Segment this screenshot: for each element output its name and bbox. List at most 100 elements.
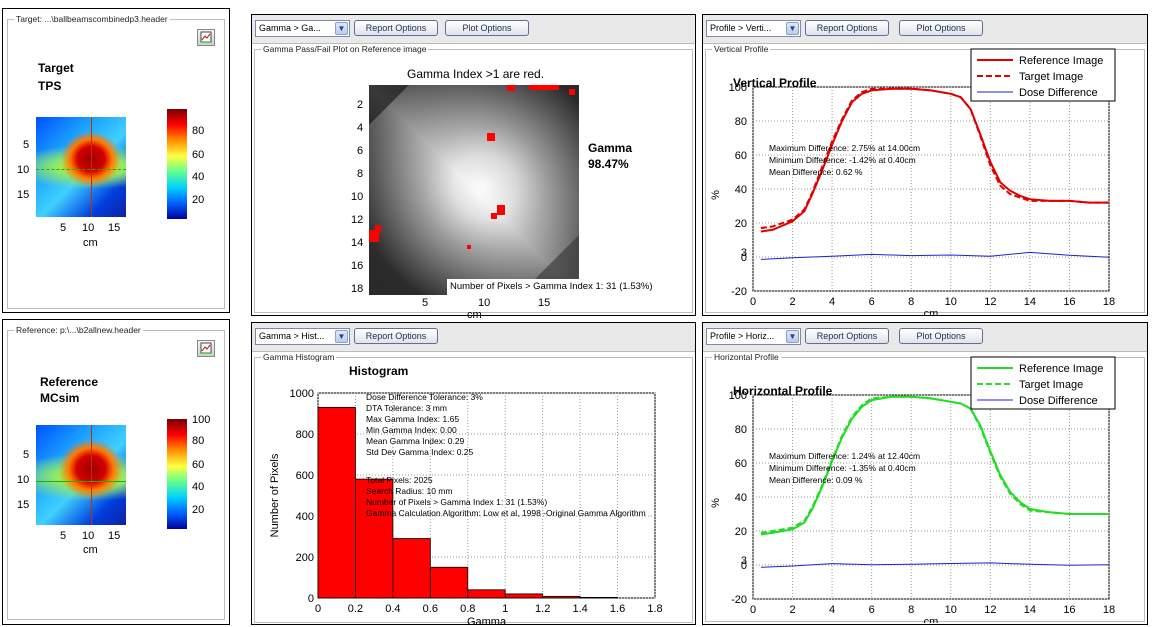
- x-tick-label: 12: [984, 296, 996, 308]
- x-tick-label: 1: [502, 603, 508, 615]
- profile-stat: Minimum Difference: -1.42% at 0.40cm: [769, 155, 916, 165]
- plot-options-button[interactable]: Plot Options: [899, 328, 983, 344]
- x-unit: cm: [83, 544, 98, 556]
- x-tick-label: 6: [869, 604, 875, 616]
- histogram-info-line: Search Radius: 10 mm: [366, 486, 452, 496]
- chart-title: Horizontal Profile: [733, 384, 833, 398]
- y-tick-label: 100: [729, 390, 747, 402]
- colorbar-tick: 40: [192, 171, 205, 183]
- gamma-label: Gamma: [588, 141, 633, 155]
- y-axis-label: %: [710, 498, 722, 508]
- series-line: [760, 395, 1109, 534]
- plot-options-button[interactable]: Plot Options: [899, 20, 983, 36]
- reference-header-label: Reference: p:\...\b2allnew.header: [14, 325, 143, 335]
- reference-group: Reference: p:\...\b2allnew.header: [7, 325, 225, 620]
- y-tick: 15: [17, 189, 30, 201]
- y-tick-label: 3: [741, 555, 747, 567]
- group-label: Gamma Histogram: [261, 352, 337, 362]
- results-overlay: [447, 279, 692, 295]
- y-tick-label: 60: [735, 458, 747, 470]
- y-tick: 18: [351, 283, 364, 295]
- x-tick-label: 14: [1024, 604, 1036, 616]
- horizontal-profile-panel: Profile > Horiz... ▼ Report Options Plot …: [702, 322, 1148, 625]
- profile-stat: Minimum Difference: -1.35% at 0.40cm: [769, 463, 916, 473]
- vertical-profile-select[interactable]: Profile > Verti... ▼: [706, 20, 801, 37]
- y-tick-label: 1000: [290, 388, 314, 400]
- x-tick-label: 8: [908, 296, 914, 308]
- colorbar-tick: 60: [192, 459, 205, 471]
- y-tick: 2: [357, 99, 364, 111]
- x-tick-label: 10: [945, 296, 957, 308]
- gamma-view-select[interactable]: Gamma > Ga... ▼: [255, 20, 350, 37]
- colorbar-tick: 20: [192, 194, 205, 206]
- histogram-info-line: Mean Gamma Index: 0.29: [366, 436, 465, 446]
- toolbar: Gamma > Ga... ▼ Report Options Plot Optio…: [252, 15, 695, 44]
- x-tick: 15: [108, 222, 121, 234]
- vertical-profile-chart: 0 2 4 6 8 10 12 14 16 18-200320406080100cm%Vertic…: [710, 48, 1116, 315]
- x-tick-label: 1.2: [535, 603, 550, 615]
- colorbar: [167, 419, 187, 529]
- toolbar: Profile > Verti... ▼ Report Options Plot …: [703, 15, 1147, 44]
- horizontal-profile-select[interactable]: Profile > Horiz... ▼: [706, 328, 801, 345]
- colorbar-tick: 80: [192, 125, 205, 137]
- histogram-info-line: Number of Pixels > Gamma Index 1: 31 (1.…: [366, 497, 547, 507]
- y-tick-label: 20: [735, 218, 747, 230]
- x-tick-label: 0: [750, 604, 756, 616]
- gamma-pass-rate: 98.47%: [588, 157, 629, 171]
- x-tick-label: 0.4: [385, 603, 400, 615]
- x-tick-label: 18: [1103, 604, 1115, 616]
- histogram-info-line: Min Gamma Index: 0.00: [366, 425, 457, 435]
- target-image-panel: Target: ...\ballbeamscombinedp3.header T…: [2, 8, 230, 313]
- report-options-button[interactable]: Report Options: [354, 20, 438, 36]
- x-tick-label: 12: [984, 604, 996, 616]
- x-tick-label: 0.6: [423, 603, 438, 615]
- report-options-button[interactable]: Report Options: [805, 328, 889, 344]
- x-tick-label: 0: [750, 296, 756, 308]
- vertical-profile-panel: Profile > Verti... ▼ Report Options Plot …: [702, 14, 1148, 316]
- x-tick-label: 6: [869, 296, 875, 308]
- toolbar: Gamma > Hist... ▼ Report Options: [252, 323, 695, 352]
- histogram-info-line: Dose Difference Tolerance: 3%: [366, 392, 483, 402]
- x-tick-label: 1.6: [610, 603, 625, 615]
- y-tick-label: 200: [296, 552, 314, 564]
- series-line: [760, 87, 1109, 230]
- x-tick: 5: [60, 222, 67, 234]
- colorbar-tick: 80: [192, 435, 205, 447]
- y-axis-label: %: [710, 190, 722, 200]
- histogram-bar: [429, 566, 469, 599]
- image-settings-icon[interactable]: [197, 340, 215, 357]
- x-tick-label: 1.4: [572, 603, 587, 615]
- x-tick: 10: [82, 530, 95, 542]
- histogram-chart: 0 0.2 0.4 0.6 0.8 1 1.2 1.4 1.6 1.8 0 200 400 600 800 1…: [269, 364, 663, 624]
- legend-label: Dose Difference: [1019, 395, 1098, 407]
- crosshair-horizontal: [36, 169, 126, 170]
- report-options-button[interactable]: Report Options: [354, 328, 438, 344]
- y-axis-label: Number of Pixels: [269, 453, 281, 537]
- x-tick-label: 14: [1024, 296, 1036, 308]
- image-settings-icon[interactable]: [197, 29, 215, 46]
- group-label: Vertical Profile: [712, 44, 771, 54]
- x-tick: 5: [60, 530, 67, 542]
- x-tick-label: 0.8: [460, 603, 475, 615]
- chart-title: Vertical Profile: [733, 76, 817, 90]
- y-tick-label: 40: [735, 184, 747, 196]
- target-dose-map: [36, 117, 126, 217]
- x-tick: 10: [82, 222, 95, 234]
- plot-caption: Gamma Index >1 are red.: [407, 67, 545, 81]
- legend-label: Reference Image: [1019, 55, 1103, 67]
- gamma-map: [369, 85, 579, 295]
- x-unit: cm: [467, 309, 482, 321]
- report-options-button[interactable]: Report Options: [805, 20, 889, 36]
- reference-dose-map: [36, 425, 126, 525]
- x-tick-label: 1.8: [647, 603, 662, 615]
- y-tick: 10: [17, 474, 30, 486]
- plot-options-button[interactable]: Plot Options: [445, 20, 529, 36]
- y-tick-label: 0: [308, 593, 314, 605]
- group-label: Horizontal Profile: [712, 352, 781, 362]
- histogram-view-select[interactable]: Gamma > Hist... ▼: [255, 328, 350, 345]
- x-tick-label: 10: [945, 604, 957, 616]
- target-group: Target: ...\ballbeamscombinedp3.header: [7, 14, 225, 309]
- x-tick: 15: [538, 297, 551, 309]
- histogram-bar: [317, 406, 356, 599]
- histogram-info-line: DTA Tolerance: 3 mm: [366, 403, 447, 413]
